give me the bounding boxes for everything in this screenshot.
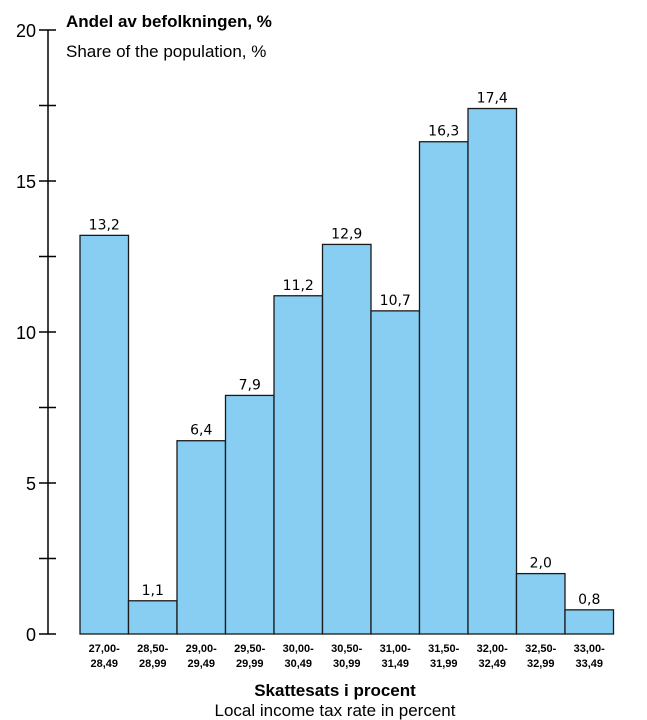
y-axis-title: Andel av befolkningen, % — [66, 12, 272, 31]
y-tick-label: 15 — [16, 172, 36, 192]
x-tick-label: 32,00- — [477, 643, 509, 655]
bars — [79, 107, 615, 635]
x-tick-label: 29,00- — [186, 643, 218, 655]
bar — [418, 141, 469, 635]
bar — [224, 394, 275, 635]
data-label: 10,7 — [380, 293, 411, 309]
x-tick-label: 31,99 — [430, 658, 458, 670]
x-axis-subtitle: Local income tax rate in percent — [215, 701, 456, 720]
data-label: 1,1 — [142, 583, 164, 599]
data-label: 12,9 — [331, 226, 362, 242]
data-label: 2,0 — [530, 556, 552, 572]
data-label: 7,9 — [239, 377, 261, 393]
x-tick-label: 28,49 — [90, 658, 118, 670]
x-tick-label: 31,50- — [428, 643, 460, 655]
x-tick-label: 30,00- — [283, 643, 315, 655]
bar — [467, 107, 518, 635]
x-tick-label: 28,99 — [139, 658, 167, 670]
data-label: 11,2 — [283, 278, 314, 294]
bar — [321, 243, 372, 635]
x-tick-label: 29,50- — [234, 643, 266, 655]
x-tick-label: 30,99 — [333, 658, 361, 670]
bar — [127, 600, 178, 635]
data-label: 6,4 — [190, 423, 212, 439]
y-axis-subtitle: Share of the population, % — [66, 42, 266, 61]
bar — [564, 609, 615, 635]
x-tick-label: 30,50- — [331, 643, 363, 655]
bar — [79, 234, 130, 635]
x-tick-label: 32,50- — [525, 643, 557, 655]
bar — [370, 310, 421, 635]
data-label: 16,3 — [428, 124, 459, 140]
x-tick-label: 28,50- — [137, 643, 169, 655]
bar — [176, 440, 227, 635]
bar — [273, 295, 324, 635]
x-tick-label: 31,49 — [381, 658, 409, 670]
data-label: 0,8 — [578, 592, 600, 608]
x-tick-label: 30,49 — [284, 658, 312, 670]
y-tick-label: 5 — [26, 474, 36, 494]
x-tick-label: 33,49 — [575, 658, 603, 670]
data-label: 17,4 — [477, 91, 508, 107]
x-tick-label: 31,00- — [380, 643, 412, 655]
x-tick-label: 32,49 — [478, 658, 506, 670]
y-tick-label: 20 — [16, 21, 36, 41]
data-labels: 13,2 1,1 6,4 7,9 11,2 12,9 10,7 16,3 17,4 2,0 0,8 — [89, 91, 601, 608]
y-axis: 0 5 10 15 20 — [16, 21, 56, 645]
x-axis-title: Skattesats i procent — [254, 681, 416, 700]
x-tick-label: 29,49 — [187, 658, 215, 670]
bar — [515, 572, 566, 635]
x-tick-label: 27,00- — [89, 643, 121, 655]
x-tick-label: 32,99 — [527, 658, 555, 670]
x-tick-labels: 27,00- 28,49 28,50- 28,99 29,00- 29,49 29,50- 2… — [89, 643, 606, 670]
x-tick-label: 33,00- — [574, 643, 606, 655]
y-tick-label: 10 — [16, 323, 36, 343]
data-label: 13,2 — [89, 217, 120, 233]
y-tick-label: 0 — [26, 625, 36, 645]
x-tick-label: 29,99 — [236, 658, 264, 670]
